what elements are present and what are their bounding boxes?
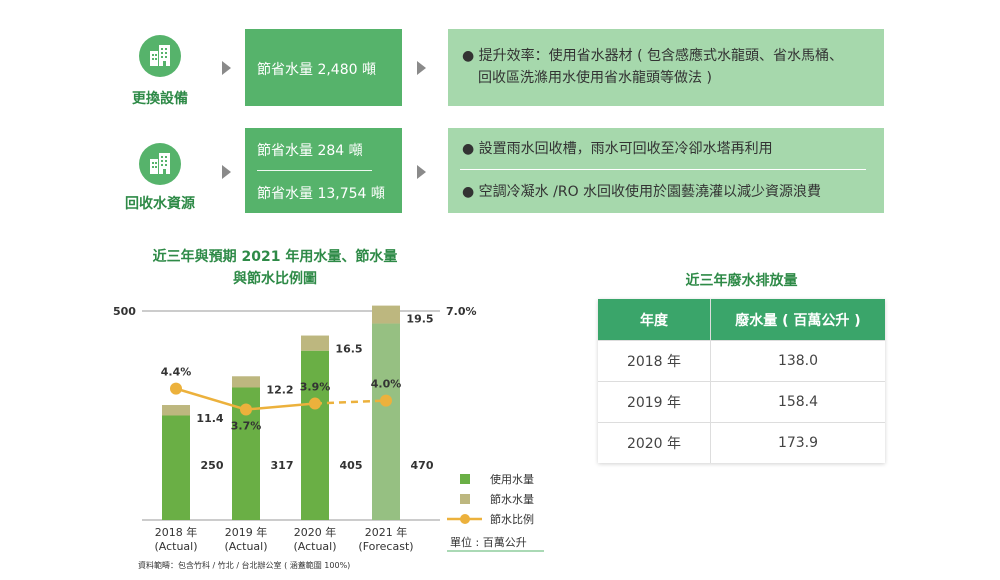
building-icon <box>150 153 170 174</box>
table-cell: 2019 年 <box>598 381 711 423</box>
bar-water-saved <box>301 335 329 351</box>
legend-swatch-use <box>460 474 470 484</box>
x-tick-label: 2021 年 <box>365 525 408 539</box>
use-value-label: 250 <box>201 459 224 472</box>
notes-box-equipment: ● 提升效率：使用省水器材 ( 包含感應式水龍頭、省水馬桶、 回收區洗滌用水使用… <box>448 29 884 106</box>
use-value-label: 317 <box>271 459 294 472</box>
table-cell: 158.4 <box>710 381 885 423</box>
divider <box>257 170 372 171</box>
column-header-year: 年度 <box>598 299 711 341</box>
column-header-volume: 廢水量 ( 百萬公升 ) <box>710 299 885 341</box>
x-tick-label: (Actual) <box>154 540 197 553</box>
savings-value: 節省水量 284 噸 <box>257 143 363 159</box>
table-row: 2020 年 173.9 <box>598 422 885 463</box>
right-axis-max-label: 7.0% <box>446 305 477 318</box>
note-line: ● 提升效率：使用省水器材 ( 包含感應式水龍頭、省水馬桶、 <box>462 48 844 64</box>
note-line: ● 設置雨水回收槽，雨水可回收至冷卻水塔再利用 <box>462 141 773 157</box>
table-row: 2018 年 138.0 <box>598 340 885 382</box>
legend-label: 節水水量 <box>490 492 534 506</box>
ratio-point <box>170 382 182 395</box>
arrow-icon <box>222 61 231 75</box>
bar-water-saved <box>372 305 400 324</box>
table-title: 近三年廢水排放量 <box>685 273 798 289</box>
x-tick-label: (Forecast) <box>358 540 413 553</box>
saved-value-label: 19.5 <box>406 313 433 326</box>
note-line: ● 空調冷凝水 /RO 水回收使用於園藝澆灌以減少資源浪費 <box>462 184 822 200</box>
note-line: 回收區洗滌用水使用省水龍頭等做法 ) <box>478 70 712 86</box>
x-tick-label: (Actual) <box>293 540 336 553</box>
category-label-equipment: 更換設備 <box>132 91 188 107</box>
ratio-line-segment <box>175 387 247 411</box>
table-cell: 2018 年 <box>598 340 711 382</box>
ratio-point <box>380 394 392 407</box>
left-axis-max-label: 500 <box>113 305 136 318</box>
ratio-point <box>240 403 252 416</box>
saved-value-label: 16.5 <box>335 343 362 356</box>
saved-value-label: 11.4 <box>196 412 223 425</box>
chart-title: 近三年與預期 2021 年用水量、節水量 與節水比例圖 <box>152 249 398 287</box>
bar-water-saved <box>232 376 260 388</box>
x-tick-label: 2019 年 <box>225 525 268 539</box>
category-label-recycle: 回收水資源 <box>125 196 195 212</box>
use-value-label: 405 <box>340 459 363 472</box>
legend-marker-ratio <box>460 514 470 524</box>
ratio-point <box>309 397 321 410</box>
table-cell: 2020 年 <box>598 422 711 463</box>
use-value-label: 470 <box>411 459 434 472</box>
arrow-icon <box>417 61 426 75</box>
water-recycle-icon-circle <box>139 143 181 185</box>
savings-box-equipment: 節省水量 2,480 噸 <box>245 29 402 106</box>
bar-water-use <box>162 415 190 520</box>
ratio-line-segment <box>245 402 316 411</box>
x-tick-label: 2020 年 <box>294 525 337 539</box>
savings-value: 節省水量 2,480 噸 <box>257 62 376 78</box>
savings-value: 節省水量 13,754 噸 <box>257 186 385 202</box>
notes-box-recycle: ● 設置雨水回收槽，雨水可回收至冷卻水塔再利用 ● 空調冷凝水 /RO 水回收使… <box>448 128 884 213</box>
x-tick-label: 2018 年 <box>155 525 198 539</box>
bar-water-use <box>301 350 329 520</box>
table-cell: 173.9 <box>710 422 885 463</box>
ratio-value-label: 4.4% <box>161 366 192 379</box>
source-note: 資料範疇：包含竹科 / 竹北 / 台北辦公室 ( 涵蓋範圍 100%) <box>138 561 351 570</box>
wastewater-table: 年度 廢水量 ( 百萬公升 ) 2018 年 138.0 2019 年 158.… <box>598 299 885 463</box>
legend-swatch-saved <box>460 494 470 504</box>
unit-note: 單位 : 百萬公升 <box>450 535 527 549</box>
building-icon <box>150 45 170 66</box>
x-tick-label: (Actual) <box>224 540 267 553</box>
ratio-value-label: 3.9% <box>300 381 331 394</box>
divider <box>460 169 866 170</box>
bar-water-saved <box>162 405 190 416</box>
ratio-value-label: 3.7% <box>231 420 262 433</box>
ratio-value-label: 4.0% <box>371 378 402 391</box>
savings-box-recycle: 節省水量 284 噸 節省水量 13,754 噸 <box>245 128 402 213</box>
bar-water-use <box>372 323 400 520</box>
table-cell: 138.0 <box>710 340 885 382</box>
table-row: 2019 年 158.4 <box>598 381 885 423</box>
replace-equipment-icon-circle <box>139 35 181 77</box>
legend-label: 節水比例 <box>490 512 534 526</box>
legend-label: 使用水量 <box>490 473 534 486</box>
saved-value-label: 12.2 <box>266 383 293 396</box>
arrow-icon <box>222 165 231 179</box>
arrow-icon <box>417 165 426 179</box>
table-header-row: 年度 廢水量 ( 百萬公升 ) <box>598 299 885 341</box>
